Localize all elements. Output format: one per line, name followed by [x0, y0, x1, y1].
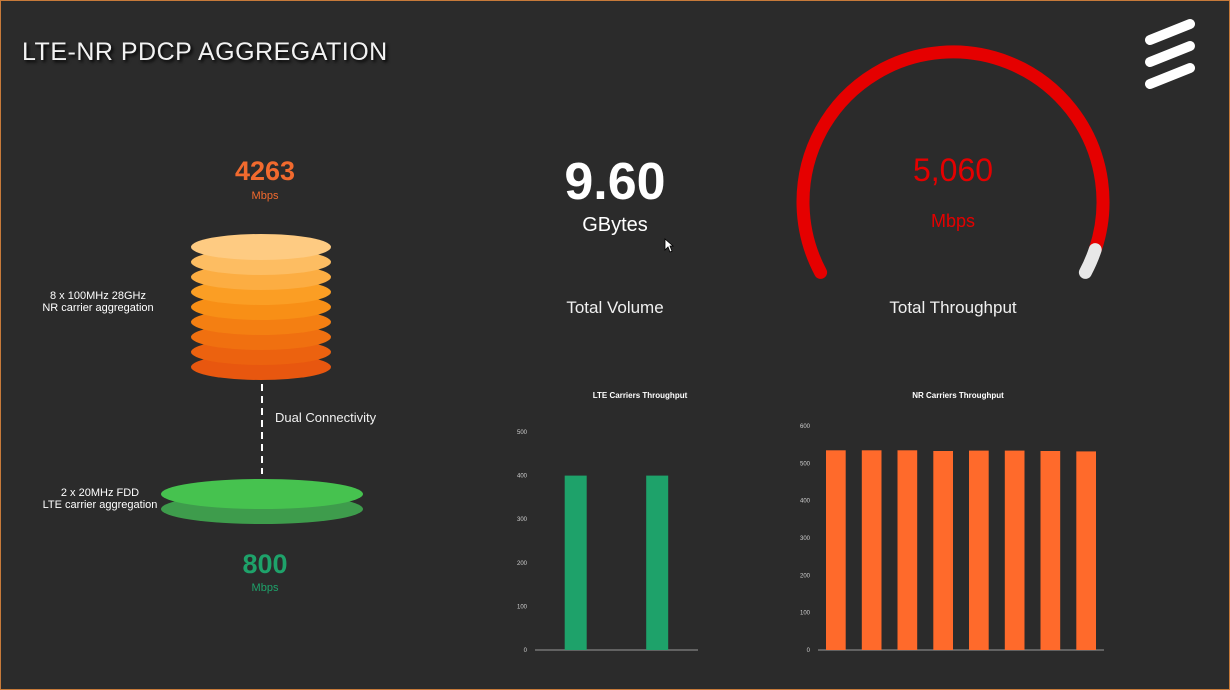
bar-carrier-2	[646, 475, 669, 650]
bar-carrier-1	[826, 450, 846, 650]
bar-carrier-3	[897, 450, 918, 650]
y-tick-label: 100	[800, 611, 811, 617]
y-tick-label: 400	[800, 499, 811, 505]
bar-carrier-4	[933, 451, 953, 650]
total-throughput-caption: Total Throughput	[889, 298, 1017, 317]
total-volume-unit: GBytes	[582, 214, 648, 236]
y-tick-label: 500	[800, 461, 811, 467]
y-tick-label: 0	[807, 648, 811, 654]
y-tick-label: 600	[800, 424, 811, 430]
throughput-gauge	[796, 45, 1110, 279]
gauge-remainder	[1078, 243, 1102, 279]
lte-throughput-value: 800	[242, 549, 288, 579]
dual-connectivity-label: Dual Connectivity	[275, 410, 377, 425]
y-tick-label: 0	[524, 648, 528, 654]
nr-throughput-value: 4263	[234, 156, 296, 186]
lte-carrier-label: 2 x 20MHz FDD LTE carrier aggregation	[42, 487, 158, 511]
nr-throughput-unit: Mbps	[251, 190, 279, 202]
total-volume-value: 9.60	[564, 153, 666, 211]
nr-carrier-label: 8 x 100MHz 28GHz NR carrier aggregation	[42, 290, 154, 314]
y-tick-label: 200	[800, 573, 811, 579]
dual-connectivity-line	[261, 384, 263, 474]
bar-carrier-6	[1004, 450, 1025, 650]
lte-carriers-chart: 0 100 200 300 400 500	[517, 430, 698, 654]
bar-carrier-2	[861, 450, 882, 650]
total-volume-caption: Total Volume	[566, 298, 664, 317]
y-tick-label: 400	[517, 474, 528, 480]
mouse-cursor-icon	[664, 238, 674, 253]
page-title: LTE-NR PDCP AGGREGATION	[22, 38, 388, 66]
y-tick-label: 100	[517, 604, 528, 610]
lte-throughput-unit: Mbps	[251, 582, 279, 594]
bar-carrier-8	[1076, 451, 1096, 650]
nr-carrier-stack	[191, 234, 331, 380]
nr-chart-title: NR Carriers Throughput	[912, 391, 1004, 400]
lte-chart-title: LTE Carriers Throughput	[592, 391, 688, 400]
nr-carriers-chart: 0 100 200 300 400 500 600	[800, 424, 1104, 654]
y-tick-label: 300	[800, 536, 811, 542]
y-tick-label: 300	[517, 517, 528, 523]
bar-carrier-1	[564, 475, 587, 650]
y-tick-label: 500	[517, 430, 528, 436]
total-throughput-value: 5,060	[912, 152, 994, 188]
lte-carrier-stack	[161, 479, 363, 524]
y-tick-label: 200	[517, 561, 528, 567]
total-throughput-unit: Mbps	[930, 211, 975, 231]
gauge-arc	[796, 45, 1110, 279]
bar-carrier-7	[1040, 451, 1061, 650]
bar-carrier-5	[969, 450, 989, 650]
ericsson-logo-icon	[1145, 19, 1195, 89]
